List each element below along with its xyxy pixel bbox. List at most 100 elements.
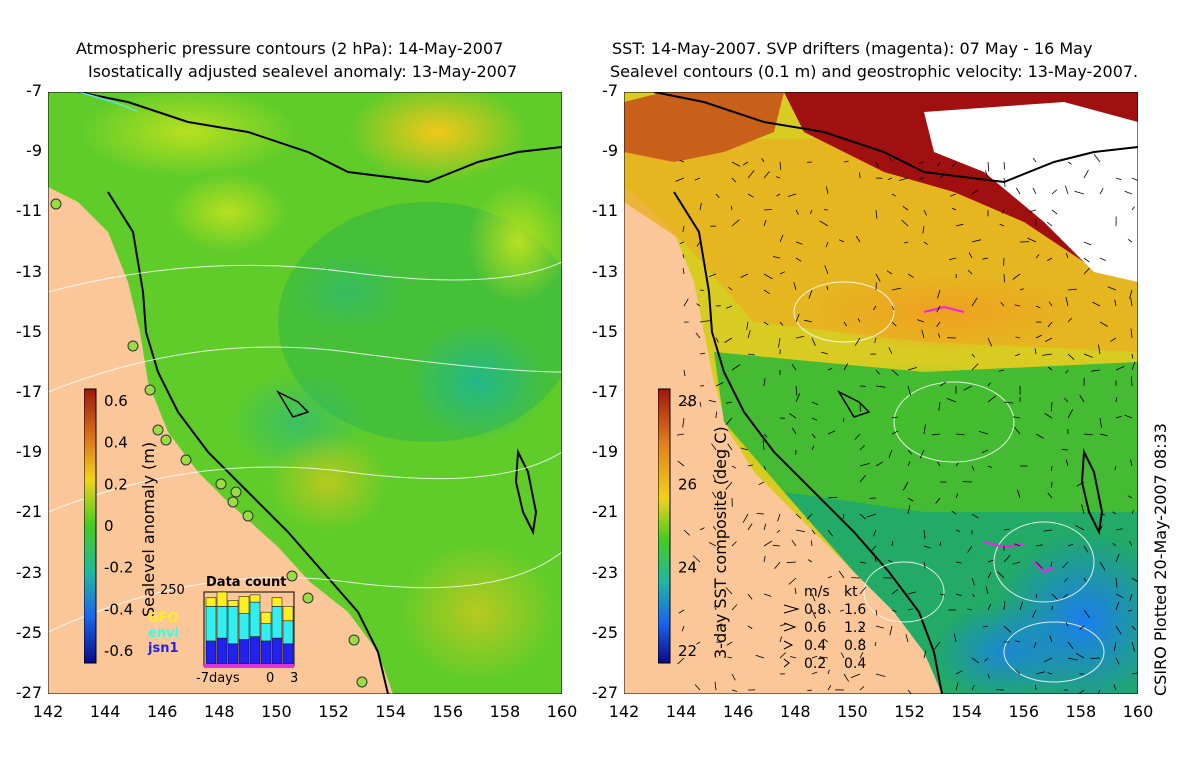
australia-coastline: [673, 191, 943, 694]
data-count-bar-jsn1: [249, 636, 261, 665]
lon-tick-label: 158: [1065, 702, 1097, 721]
velocity-legend-arrow: [783, 604, 800, 614]
sst-colorbar-tick-label: 24: [678, 559, 697, 577]
data-count-xlabel-zero: 0: [266, 671, 274, 686]
sealevel-anomaly-map: [48, 92, 562, 694]
lat-tick-label: -7: [602, 81, 618, 100]
data-count-bar-gfo: [260, 611, 272, 624]
data-count-bar-envi: [227, 606, 239, 645]
lon-tick-label: 152: [318, 702, 349, 721]
sealevel-colorbar-tick-label: 0.2: [104, 475, 128, 493]
lat-tick-label: -15: [591, 321, 618, 341]
left-title-line2: Isostatically adjusted sealevel anomaly:…: [88, 62, 518, 81]
lon-tick-label: 144: [89, 702, 121, 721]
right-title-line2: Sealevel contours (0.1 m) and geostrophi…: [610, 62, 1139, 81]
lat-tick-label: -11: [15, 201, 42, 221]
new-guinea-coast: [653, 92, 1138, 184]
pressure-contour-5: [77, 92, 139, 113]
lat-tick-label: -21: [591, 502, 618, 522]
sst-colorbar-label: 3-day SST composite (deg C): [711, 426, 730, 659]
data-count-bar-gfo: [238, 596, 250, 614]
velocity-legend-arrow: [783, 658, 790, 668]
data-count-bar-jsn1: [227, 643, 239, 665]
sst-colorbar-tick-label: 28: [678, 392, 697, 410]
tide-gauge-markers: [50, 198, 368, 688]
lon-tick-label: 148: [780, 702, 811, 721]
pressure-contour-1: [48, 261, 562, 293]
legend-jsn1: jsn1: [147, 641, 179, 656]
lat-tick-label: -7: [26, 81, 42, 100]
data-count-bar-gfo: [227, 600, 239, 607]
velocity-legend-ms: 0.2: [804, 656, 826, 672]
legend-gfo: GFO: [148, 611, 179, 626]
data-count-bar-jsn1: [260, 640, 272, 665]
lat-tick-label: -17: [15, 382, 42, 401]
sealevel-colorbar-tick-label: 0.4: [104, 434, 128, 452]
lon-tick-label: 160: [1122, 702, 1154, 721]
lat-tick-label: -11: [591, 201, 618, 221]
data-count-bar-jsn1: [271, 637, 283, 665]
gulf-warm-region: [624, 92, 784, 162]
geostrophic-velocity-arrows: [675, 153, 1138, 694]
data-count-bar-gfo: [282, 606, 294, 622]
lat-tick-label: -9: [602, 141, 618, 161]
sealevel-contours: [793, 281, 1105, 683]
australia-coastline: [107, 191, 389, 694]
lat-tick-label: -19: [15, 442, 42, 462]
new-guinea-coast: [77, 92, 562, 184]
lat-tick-label: -9: [26, 141, 42, 161]
lat-tick-label: -13: [591, 261, 618, 281]
lat-tick-label: -23: [15, 562, 42, 582]
sealevel-colorbar-tick-label: 0: [104, 517, 114, 535]
lat-tick-label: -15: [15, 321, 42, 341]
sealevel-colorbar: 0.6 0.4 0.2 0 -0.2 -0.4 -0.6 Sealevel anomaly …: [84, 388, 158, 664]
island-2: [1080, 448, 1104, 536]
lon-tick-label: 142: [32, 702, 64, 721]
velocity-legend-kt: 1.6: [844, 602, 866, 618]
data-count-bar-gfo: [216, 591, 228, 607]
lon-tick-label: 142: [608, 702, 640, 721]
credit-text: CSIRO Plotted 20-May-2007 08:33: [1151, 423, 1170, 696]
legend-envi: envi: [148, 626, 179, 641]
velocity-header-kt: kt: [844, 584, 858, 600]
velocity-legend-arrow: [783, 640, 794, 650]
data-count-bar-jsn1: [282, 643, 294, 665]
sst-colorbar-tick-label: 26: [678, 475, 697, 493]
lon-tick-label: 154: [951, 702, 982, 721]
island-2: [514, 448, 538, 536]
lat-tick-label: -25: [591, 622, 618, 642]
lon-tick-label: 156: [1008, 702, 1040, 721]
island-1: [276, 390, 310, 418]
sealevel-colorbar-scale: [84, 388, 97, 664]
lon-tick-label: 154: [375, 702, 406, 721]
data-count-bar-envi: [260, 623, 272, 642]
lon-tick-label: 144: [665, 702, 697, 721]
sst-colorbar: 28 26 24 22 3-day SST composite (deg C): [658, 388, 730, 664]
velocity-legend-ms: 0.6: [804, 620, 826, 636]
lat-tick-label: -25: [15, 622, 42, 642]
velocity-legend-kt: 0.8: [844, 638, 866, 654]
velocity-legend-kt: 1.2: [844, 620, 866, 636]
velocity-header-ms: m/s: [804, 584, 830, 600]
lat-tick-label: -21: [15, 502, 42, 522]
data-count-bar-jsn1: [238, 639, 250, 665]
data-count-xlabel-start: -7days: [196, 671, 240, 686]
sealevel-colorbar-label: Sealevel anomaly (m): [139, 442, 158, 617]
data-count-bar-jsn1: [205, 640, 217, 665]
lon-tick-label: 156: [432, 702, 464, 721]
lat-tick-label: -27: [15, 683, 42, 702]
lat-tick-label: -23: [591, 562, 618, 582]
sst-colorbar-tick-label: 22: [678, 642, 697, 660]
velocity-legend-ms: 0.4: [804, 638, 826, 654]
lon-tick-label: 158: [489, 702, 521, 721]
cloud-gap: [924, 102, 1138, 282]
sealevel-colorbar-tick-label: -0.6: [104, 642, 133, 660]
lat-tick-label: -19: [591, 442, 618, 462]
lon-tick-label: 146: [146, 702, 178, 721]
lon-tick-label: 150: [261, 702, 292, 721]
lon-tick-label: 146: [722, 702, 754, 721]
lon-tick-label: 160: [546, 702, 578, 721]
data-count-title: Data count: [206, 575, 286, 590]
data-count-bar-gfo: [271, 597, 283, 607]
lat-tick-label: -27: [591, 683, 618, 702]
